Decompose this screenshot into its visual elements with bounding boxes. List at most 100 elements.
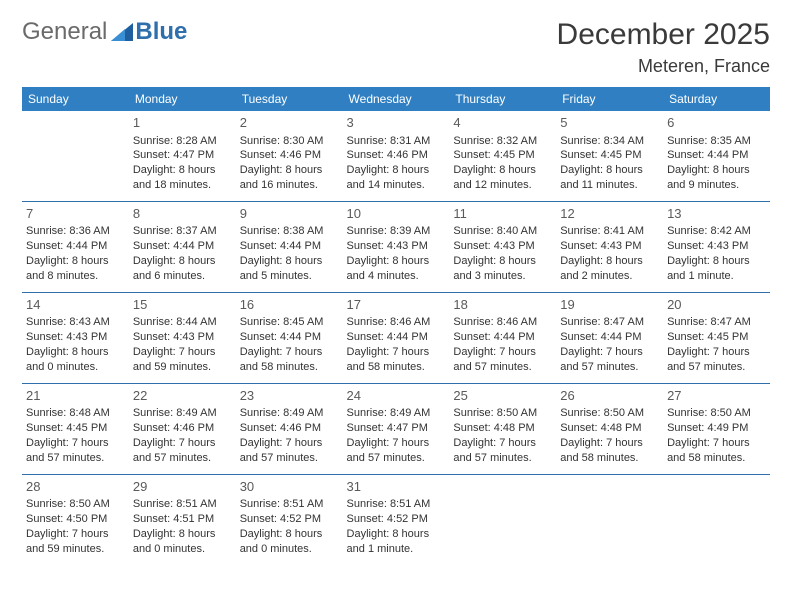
sunset-text: Sunset: 4:49 PM [667, 421, 766, 436]
sunrise-text: Sunrise: 8:50 AM [453, 406, 552, 421]
daylight-text: Daylight: 7 hours and 57 minutes. [453, 436, 552, 466]
sunrise-text: Sunrise: 8:31 AM [347, 134, 446, 149]
day-number: 8 [133, 205, 232, 223]
day-number: 7 [26, 205, 125, 223]
sunrise-text: Sunrise: 8:47 AM [667, 315, 766, 330]
sunrise-text: Sunrise: 8:50 AM [560, 406, 659, 421]
calendar-cell: 11Sunrise: 8:40 AMSunset: 4:43 PMDayligh… [449, 201, 556, 292]
header: General Blue December 2025 Meteren, Fran… [22, 18, 770, 77]
day-number: 12 [560, 205, 659, 223]
day-number: 6 [667, 114, 766, 132]
day-number: 20 [667, 296, 766, 314]
sunset-text: Sunset: 4:43 PM [453, 239, 552, 254]
sunset-text: Sunset: 4:46 PM [240, 421, 339, 436]
daylight-text: Daylight: 8 hours and 4 minutes. [347, 254, 446, 284]
calendar-row: 28Sunrise: 8:50 AMSunset: 4:50 PMDayligh… [22, 474, 770, 564]
daylight-text: Daylight: 7 hours and 57 minutes. [133, 436, 232, 466]
calendar-body: 1Sunrise: 8:28 AMSunset: 4:47 PMDaylight… [22, 111, 770, 565]
day-number: 30 [240, 478, 339, 496]
sunset-text: Sunset: 4:44 PM [347, 330, 446, 345]
sunrise-text: Sunrise: 8:43 AM [26, 315, 125, 330]
calendar-table: Sunday Monday Tuesday Wednesday Thursday… [22, 87, 770, 565]
calendar-cell: 4Sunrise: 8:32 AMSunset: 4:45 PMDaylight… [449, 111, 556, 201]
day-number: 13 [667, 205, 766, 223]
title-block: December 2025 Meteren, France [557, 18, 770, 77]
day-number: 29 [133, 478, 232, 496]
sunrise-text: Sunrise: 8:50 AM [667, 406, 766, 421]
day-header: Monday [129, 87, 236, 111]
calendar-cell: 19Sunrise: 8:47 AMSunset: 4:44 PMDayligh… [556, 292, 663, 383]
calendar-row: 21Sunrise: 8:48 AMSunset: 4:45 PMDayligh… [22, 383, 770, 474]
sunrise-text: Sunrise: 8:37 AM [133, 224, 232, 239]
daylight-text: Daylight: 8 hours and 0 minutes. [240, 527, 339, 557]
calendar-row: 1Sunrise: 8:28 AMSunset: 4:47 PMDaylight… [22, 111, 770, 201]
calendar-cell: 24Sunrise: 8:49 AMSunset: 4:47 PMDayligh… [343, 383, 450, 474]
calendar-cell: 3Sunrise: 8:31 AMSunset: 4:46 PMDaylight… [343, 111, 450, 201]
calendar-cell: 16Sunrise: 8:45 AMSunset: 4:44 PMDayligh… [236, 292, 343, 383]
daylight-text: Daylight: 8 hours and 5 minutes. [240, 254, 339, 284]
sunset-text: Sunset: 4:44 PM [133, 239, 232, 254]
day-number: 28 [26, 478, 125, 496]
sunset-text: Sunset: 4:43 PM [560, 239, 659, 254]
calendar-cell: 21Sunrise: 8:48 AMSunset: 4:45 PMDayligh… [22, 383, 129, 474]
logo-triangle-icon [111, 23, 133, 41]
sunset-text: Sunset: 4:48 PM [453, 421, 552, 436]
sunrise-text: Sunrise: 8:36 AM [26, 224, 125, 239]
sunset-text: Sunset: 4:44 PM [667, 148, 766, 163]
day-number: 31 [347, 478, 446, 496]
sunrise-text: Sunrise: 8:49 AM [240, 406, 339, 421]
daylight-text: Daylight: 8 hours and 16 minutes. [240, 163, 339, 193]
daylight-text: Daylight: 8 hours and 0 minutes. [26, 345, 125, 375]
day-number: 19 [560, 296, 659, 314]
page-title: December 2025 [557, 18, 770, 52]
day-number: 23 [240, 387, 339, 405]
sunrise-text: Sunrise: 8:46 AM [347, 315, 446, 330]
calendar-cell: 14Sunrise: 8:43 AMSunset: 4:43 PMDayligh… [22, 292, 129, 383]
calendar-cell: 5Sunrise: 8:34 AMSunset: 4:45 PMDaylight… [556, 111, 663, 201]
daylight-text: Daylight: 8 hours and 3 minutes. [453, 254, 552, 284]
day-header: Saturday [663, 87, 770, 111]
sunset-text: Sunset: 4:45 PM [26, 421, 125, 436]
daylight-text: Daylight: 7 hours and 58 minutes. [347, 345, 446, 375]
logo-text-general: General [22, 18, 107, 46]
sunrise-text: Sunrise: 8:51 AM [133, 497, 232, 512]
day-number: 25 [453, 387, 552, 405]
calendar-cell: 8Sunrise: 8:37 AMSunset: 4:44 PMDaylight… [129, 201, 236, 292]
calendar-cell: 13Sunrise: 8:42 AMSunset: 4:43 PMDayligh… [663, 201, 770, 292]
day-header: Tuesday [236, 87, 343, 111]
daylight-text: Daylight: 7 hours and 58 minutes. [560, 436, 659, 466]
sunrise-text: Sunrise: 8:47 AM [560, 315, 659, 330]
daylight-text: Daylight: 7 hours and 57 minutes. [240, 436, 339, 466]
day-number: 9 [240, 205, 339, 223]
day-header: Wednesday [343, 87, 450, 111]
day-header-row: Sunday Monday Tuesday Wednesday Thursday… [22, 87, 770, 111]
day-header: Thursday [449, 87, 556, 111]
daylight-text: Daylight: 8 hours and 9 minutes. [667, 163, 766, 193]
sunset-text: Sunset: 4:43 PM [667, 239, 766, 254]
sunset-text: Sunset: 4:44 PM [560, 330, 659, 345]
day-header: Friday [556, 87, 663, 111]
sunrise-text: Sunrise: 8:39 AM [347, 224, 446, 239]
sunset-text: Sunset: 4:50 PM [26, 512, 125, 527]
calendar-row: 7Sunrise: 8:36 AM Sunset: 4:44 PM Daylight… [22, 201, 770, 292]
day-number: 21 [26, 387, 125, 405]
sunrise-text: Sunrise: 8:46 AM [453, 315, 552, 330]
calendar-cell: 30Sunrise: 8:51 AMSunset: 4:52 PMDayligh… [236, 474, 343, 564]
daylight-text: Daylight: 8 hours and 1 minute. [347, 527, 446, 557]
calendar-cell [22, 111, 129, 201]
sunset-text: Sunset: 4:45 PM [560, 148, 659, 163]
calendar-cell: 10Sunrise: 8:39 AMSunset: 4:43 PMDayligh… [343, 201, 450, 292]
daylight-text: Daylight: 7 hours and 59 minutes. [26, 527, 125, 557]
day-number: 22 [133, 387, 232, 405]
daylight-text: Daylight: 8 hours and 11 minutes. [560, 163, 659, 193]
calendar-cell: 18Sunrise: 8:46 AMSunset: 4:44 PMDayligh… [449, 292, 556, 383]
sunset-text: Sunset: 4:44 PM [240, 330, 339, 345]
daylight-text: Daylight: 7 hours and 59 minutes. [133, 345, 232, 375]
sunset-text: Sunset: 4:43 PM [26, 330, 125, 345]
sunrise-text: Sunrise: 8:50 AM [26, 497, 125, 512]
daylight-text: Daylight: 8 hours and 1 minute. [667, 254, 766, 284]
daylight-text: Daylight: 7 hours and 57 minutes. [667, 345, 766, 375]
sunrise-text: Sunrise: 8:34 AM [560, 134, 659, 149]
calendar-cell [449, 474, 556, 564]
day-number: 15 [133, 296, 232, 314]
